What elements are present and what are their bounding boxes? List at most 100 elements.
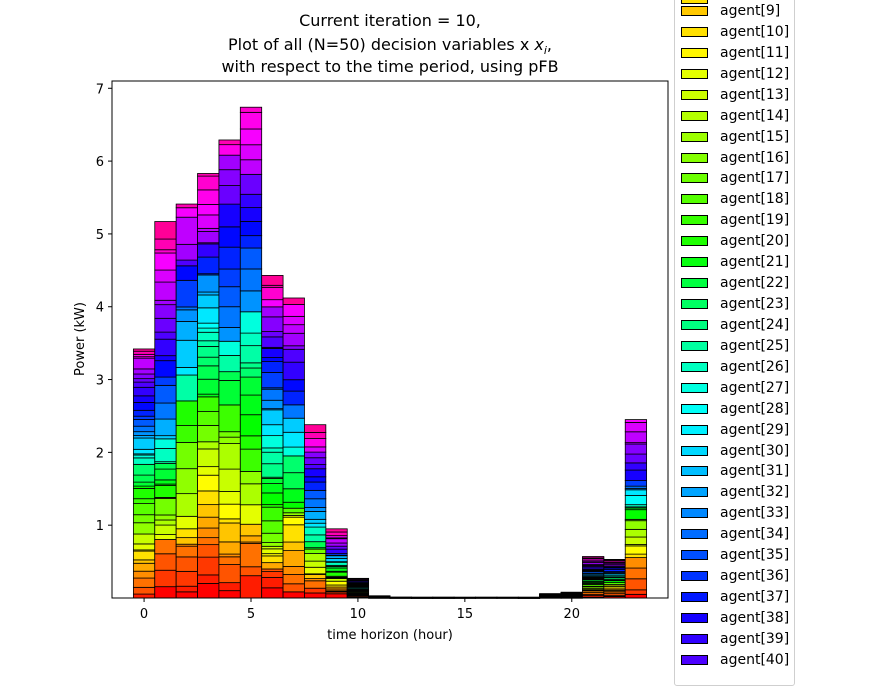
bar-segment-h4-a32 — [219, 307, 240, 328]
bar-segment-h8-a32 — [304, 499, 325, 508]
legend-swatch — [681, 613, 708, 623]
bar-segment-h7-a35 — [283, 391, 304, 405]
bar-segment-h5-a6 — [240, 536, 261, 542]
bar-segment-h1-a3 — [155, 554, 176, 570]
bar-segment-h5-a44 — [240, 145, 261, 160]
legend-item: agent[17] — [681, 168, 789, 188]
bar-segment-h4-a41 — [219, 170, 240, 186]
bar-segment-h5-a46 — [240, 112, 261, 129]
bar-segment-h2-a39 — [176, 260, 197, 266]
bar-segment-h1-a32 — [155, 403, 176, 419]
bar-segment-h2-a24 — [176, 375, 197, 401]
legend-swatch — [681, 299, 708, 309]
bar-segment-h3-a47 — [198, 176, 219, 190]
legend-label: agent[40] — [720, 652, 789, 668]
bar-segment-h3-a0 — [198, 583, 219, 598]
bar-segment-h4-a21 — [219, 372, 240, 381]
bar-segment-h1-a41 — [155, 305, 176, 319]
legend-label: agent[13] — [720, 87, 789, 103]
y-tick-label: 5 — [96, 228, 104, 243]
legend-swatch — [681, 27, 708, 37]
bar-segment-h2-a30 — [176, 321, 197, 340]
bar-segment-h4-a10 — [219, 492, 240, 505]
legend-label: agent[15] — [720, 129, 789, 145]
bar-segment-h8-a36 — [304, 477, 325, 482]
bar-segment-h3-a7 — [198, 505, 219, 518]
bar-segment-h23-a0 — [625, 594, 646, 598]
legend-item: agent[18] — [681, 189, 789, 209]
bar-segment-h23-a38 — [625, 463, 646, 470]
bar-segment-h0-a28 — [133, 449, 154, 454]
bar-segment-h6-a13 — [262, 543, 283, 547]
legend-item: agent[25] — [681, 336, 789, 356]
bar-segment-h6-a41 — [262, 317, 283, 332]
legend-item: agent[14] — [681, 106, 789, 126]
bar-segment-h4-a8 — [219, 519, 240, 523]
bar-segment-h0-a17 — [133, 488, 154, 498]
bar-segment-h3-a1 — [198, 575, 219, 584]
bar-segment-h6-a16 — [262, 507, 283, 521]
bar-segment-h7-a15 — [283, 508, 304, 513]
title-math-symbol: x — [534, 35, 543, 54]
bar-segment-h0-a41 — [133, 374, 154, 379]
bar-segment-h6-a26 — [262, 436, 283, 448]
bar-segment-h1-a20 — [155, 469, 176, 480]
bar-segment-h5-a20 — [240, 377, 261, 395]
bars-group — [133, 107, 646, 598]
bar-segment-h4-a11 — [219, 469, 240, 491]
bar-segment-h1-a14 — [155, 498, 176, 515]
bar-segment-h3-a26 — [198, 328, 219, 332]
bar-segment-h7-a4 — [283, 575, 304, 584]
bar-segment-h2-a32 — [176, 307, 197, 310]
bar-segment-h2-a14 — [176, 442, 197, 468]
bar-segment-h0-a37 — [133, 396, 154, 403]
bar-segment-h23-a8 — [625, 554, 646, 557]
legend-item: agent[34] — [681, 524, 789, 544]
legend-label: agent[11] — [720, 45, 789, 61]
bar-segment-h6-a20 — [262, 479, 283, 484]
bar-segment-h5-a43 — [240, 160, 261, 175]
legend-swatch — [681, 194, 708, 204]
bar-segment-h23-a44 — [625, 422, 646, 431]
bar-segment-h5-a45 — [240, 129, 261, 145]
bar-segment-h0-a39 — [133, 382, 154, 387]
bar-segment-h3-a6 — [198, 517, 219, 528]
chart-title-line-2-text: Plot of all (N=50) decision variables x — [228, 35, 529, 54]
bar-segment-h23-a34 — [625, 481, 646, 487]
bar-segment-h23-a12 — [625, 529, 646, 537]
bar-segment-h1-a45 — [155, 253, 176, 270]
bar-segment-h6-a8 — [262, 556, 283, 563]
bar-segment-h3-a29 — [198, 295, 219, 308]
bar-segment-h6-a45 — [262, 300, 283, 307]
legend-label: agent[21] — [720, 254, 789, 270]
bar-segment-h1-a10 — [155, 535, 176, 540]
legend-label: agent[16] — [720, 150, 789, 166]
bar-segment-h0-a14 — [133, 515, 154, 523]
bar-segment-h8-a40 — [304, 458, 325, 465]
bar-segment-h6-a15 — [262, 521, 283, 533]
y-tick-label: 7 — [96, 82, 104, 97]
legend-item: agent[12] — [681, 64, 789, 84]
bar-segment-h1-a26 — [155, 439, 176, 449]
bar-segment-h1-a33 — [155, 385, 176, 403]
bar-segment-h7-a13 — [283, 513, 304, 516]
bar-segment-h6-a10 — [262, 549, 283, 554]
y-tick-label: 3 — [96, 374, 104, 389]
bar-segment-h0-a40 — [133, 379, 154, 382]
bar-segment-h7-a9 — [283, 517, 304, 525]
legend-item: agent[27] — [681, 378, 789, 398]
bar-segment-h5-a36 — [240, 221, 261, 235]
bar-segment-h0-a4 — [133, 578, 154, 587]
bar-segment-h7-a19 — [283, 489, 304, 502]
bar-segment-h6-a6 — [262, 563, 283, 569]
bar-segment-h1-a48 — [155, 239, 176, 250]
legend-label: agent[23] — [720, 296, 789, 312]
bar-segment-h2-a29 — [176, 340, 197, 367]
legend-label: agent[33] — [720, 505, 789, 521]
bar-segment-h4-a12 — [219, 444, 240, 470]
bar-segment-h1-a12 — [155, 520, 176, 525]
legend-item: agent[37] — [681, 587, 789, 607]
bar-segment-h7-a21 — [283, 473, 304, 489]
